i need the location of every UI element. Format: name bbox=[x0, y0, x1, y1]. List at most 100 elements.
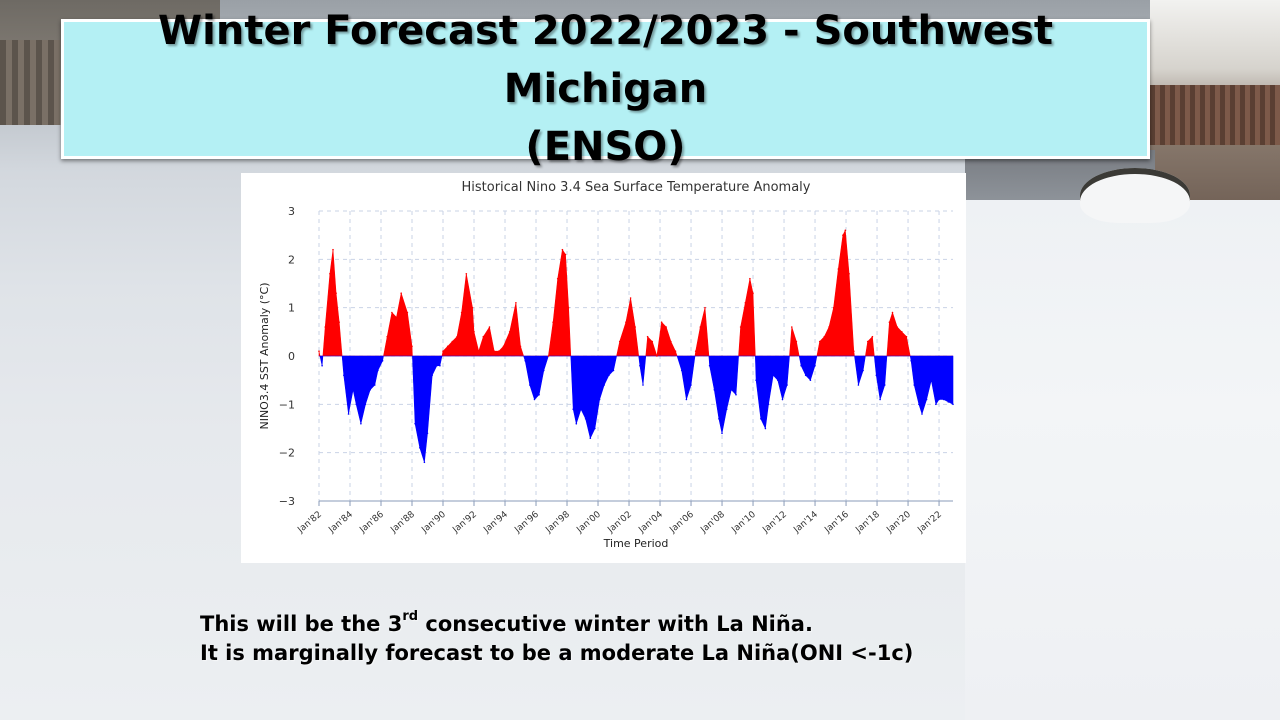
data-point bbox=[735, 393, 737, 396]
data-point bbox=[791, 326, 793, 328]
data-point bbox=[786, 384, 788, 386]
data-point bbox=[713, 389, 716, 391]
positive-anomaly-area bbox=[318, 229, 953, 357]
data-point bbox=[913, 384, 915, 386]
data-point bbox=[343, 374, 345, 377]
data-point bbox=[629, 297, 632, 299]
data-point bbox=[364, 403, 367, 406]
data-point bbox=[436, 364, 438, 367]
data-point bbox=[318, 350, 320, 352]
data-point bbox=[739, 326, 742, 328]
data-point bbox=[752, 292, 754, 294]
data-point bbox=[891, 311, 894, 314]
data-point bbox=[335, 292, 337, 294]
data-point bbox=[930, 379, 933, 381]
x-tick-label: Jan'22 bbox=[915, 510, 943, 536]
data-point bbox=[625, 321, 627, 323]
data-point bbox=[332, 248, 334, 251]
data-point bbox=[800, 364, 802, 367]
data-point bbox=[725, 408, 728, 410]
data-point bbox=[866, 340, 869, 343]
caption-line-1-text: This will be the 3 bbox=[200, 612, 403, 636]
data-point bbox=[918, 403, 920, 406]
data-point bbox=[423, 461, 426, 464]
data-point bbox=[871, 335, 874, 338]
data-point bbox=[767, 403, 770, 406]
data-point bbox=[804, 374, 807, 377]
data-point bbox=[608, 374, 610, 377]
data-point bbox=[580, 408, 582, 410]
data-point bbox=[431, 374, 433, 377]
y-tick-label: 2 bbox=[288, 253, 295, 266]
data-point bbox=[901, 331, 903, 333]
x-tick-label: Jan'08 bbox=[698, 509, 727, 535]
x-tick-label: Jan'90 bbox=[419, 509, 448, 535]
data-point bbox=[777, 379, 779, 381]
data-point bbox=[391, 311, 393, 314]
data-point bbox=[837, 268, 840, 270]
caption-line-2: It is marginally forecast to be a modera… bbox=[200, 641, 914, 665]
x-tick-label: Jan'96 bbox=[512, 509, 541, 535]
data-point bbox=[730, 389, 733, 391]
data-point bbox=[329, 273, 331, 275]
data-point bbox=[656, 355, 658, 357]
chart-panel: Historical Nino 3.4 Sea Surface Temperat… bbox=[241, 173, 966, 563]
data-point bbox=[567, 306, 570, 309]
data-point bbox=[439, 364, 441, 367]
caption-line-1-text-end: consecutive winter with La Niña. bbox=[418, 612, 813, 636]
data-point bbox=[618, 340, 621, 343]
data-point bbox=[538, 393, 540, 396]
data-point bbox=[718, 418, 720, 420]
data-point bbox=[896, 326, 898, 328]
data-point bbox=[749, 277, 751, 280]
data-point bbox=[818, 340, 821, 343]
data-point bbox=[324, 326, 326, 328]
data-point bbox=[572, 408, 574, 410]
x-tick-label: Jan'88 bbox=[388, 509, 417, 535]
x-tick-label: Jan'14 bbox=[791, 509, 820, 535]
data-point bbox=[561, 248, 564, 251]
data-point bbox=[910, 360, 912, 362]
data-point bbox=[844, 229, 847, 232]
y-axis-label: NINO3.4 SST Anomaly (°C) bbox=[258, 282, 271, 429]
fence bbox=[0, 40, 60, 125]
data-point bbox=[411, 345, 413, 348]
x-tick-label: Jan'00 bbox=[574, 509, 603, 535]
data-point bbox=[556, 277, 559, 280]
data-point bbox=[456, 335, 458, 338]
y-tick-label: 3 bbox=[288, 205, 295, 218]
slide-caption: This will be the 3rd consecutive winter … bbox=[200, 610, 1100, 668]
data-point bbox=[406, 311, 409, 314]
x-tick-label: Jan'04 bbox=[636, 509, 665, 535]
data-point bbox=[519, 345, 522, 348]
data-point bbox=[935, 403, 937, 406]
data-point bbox=[584, 418, 587, 420]
data-point bbox=[360, 422, 362, 425]
chart-title: Historical Nino 3.4 Sea Surface Temperat… bbox=[461, 180, 810, 195]
data-point bbox=[704, 306, 706, 309]
deck-railing bbox=[1150, 85, 1280, 145]
x-tick-label: Jan'86 bbox=[357, 509, 386, 535]
data-point bbox=[414, 422, 416, 425]
data-point bbox=[471, 306, 474, 309]
data-point bbox=[473, 331, 475, 333]
data-point bbox=[374, 384, 376, 386]
data-point bbox=[670, 340, 672, 343]
data-point bbox=[589, 437, 592, 440]
data-point bbox=[446, 345, 449, 348]
data-point bbox=[660, 321, 663, 323]
data-point bbox=[419, 447, 421, 449]
x-tick-label: Jan'18 bbox=[853, 509, 882, 535]
y-tick-label: 0 bbox=[288, 350, 295, 363]
data-point bbox=[575, 422, 578, 425]
data-point bbox=[884, 384, 886, 386]
y-tick-label: −2 bbox=[279, 447, 295, 460]
title-line-2: (ENSO) bbox=[525, 124, 686, 170]
data-point bbox=[426, 432, 429, 435]
data-point bbox=[465, 273, 468, 275]
data-point bbox=[862, 369, 864, 372]
data-point bbox=[502, 345, 505, 348]
data-point bbox=[814, 364, 816, 367]
data-point bbox=[395, 316, 398, 319]
